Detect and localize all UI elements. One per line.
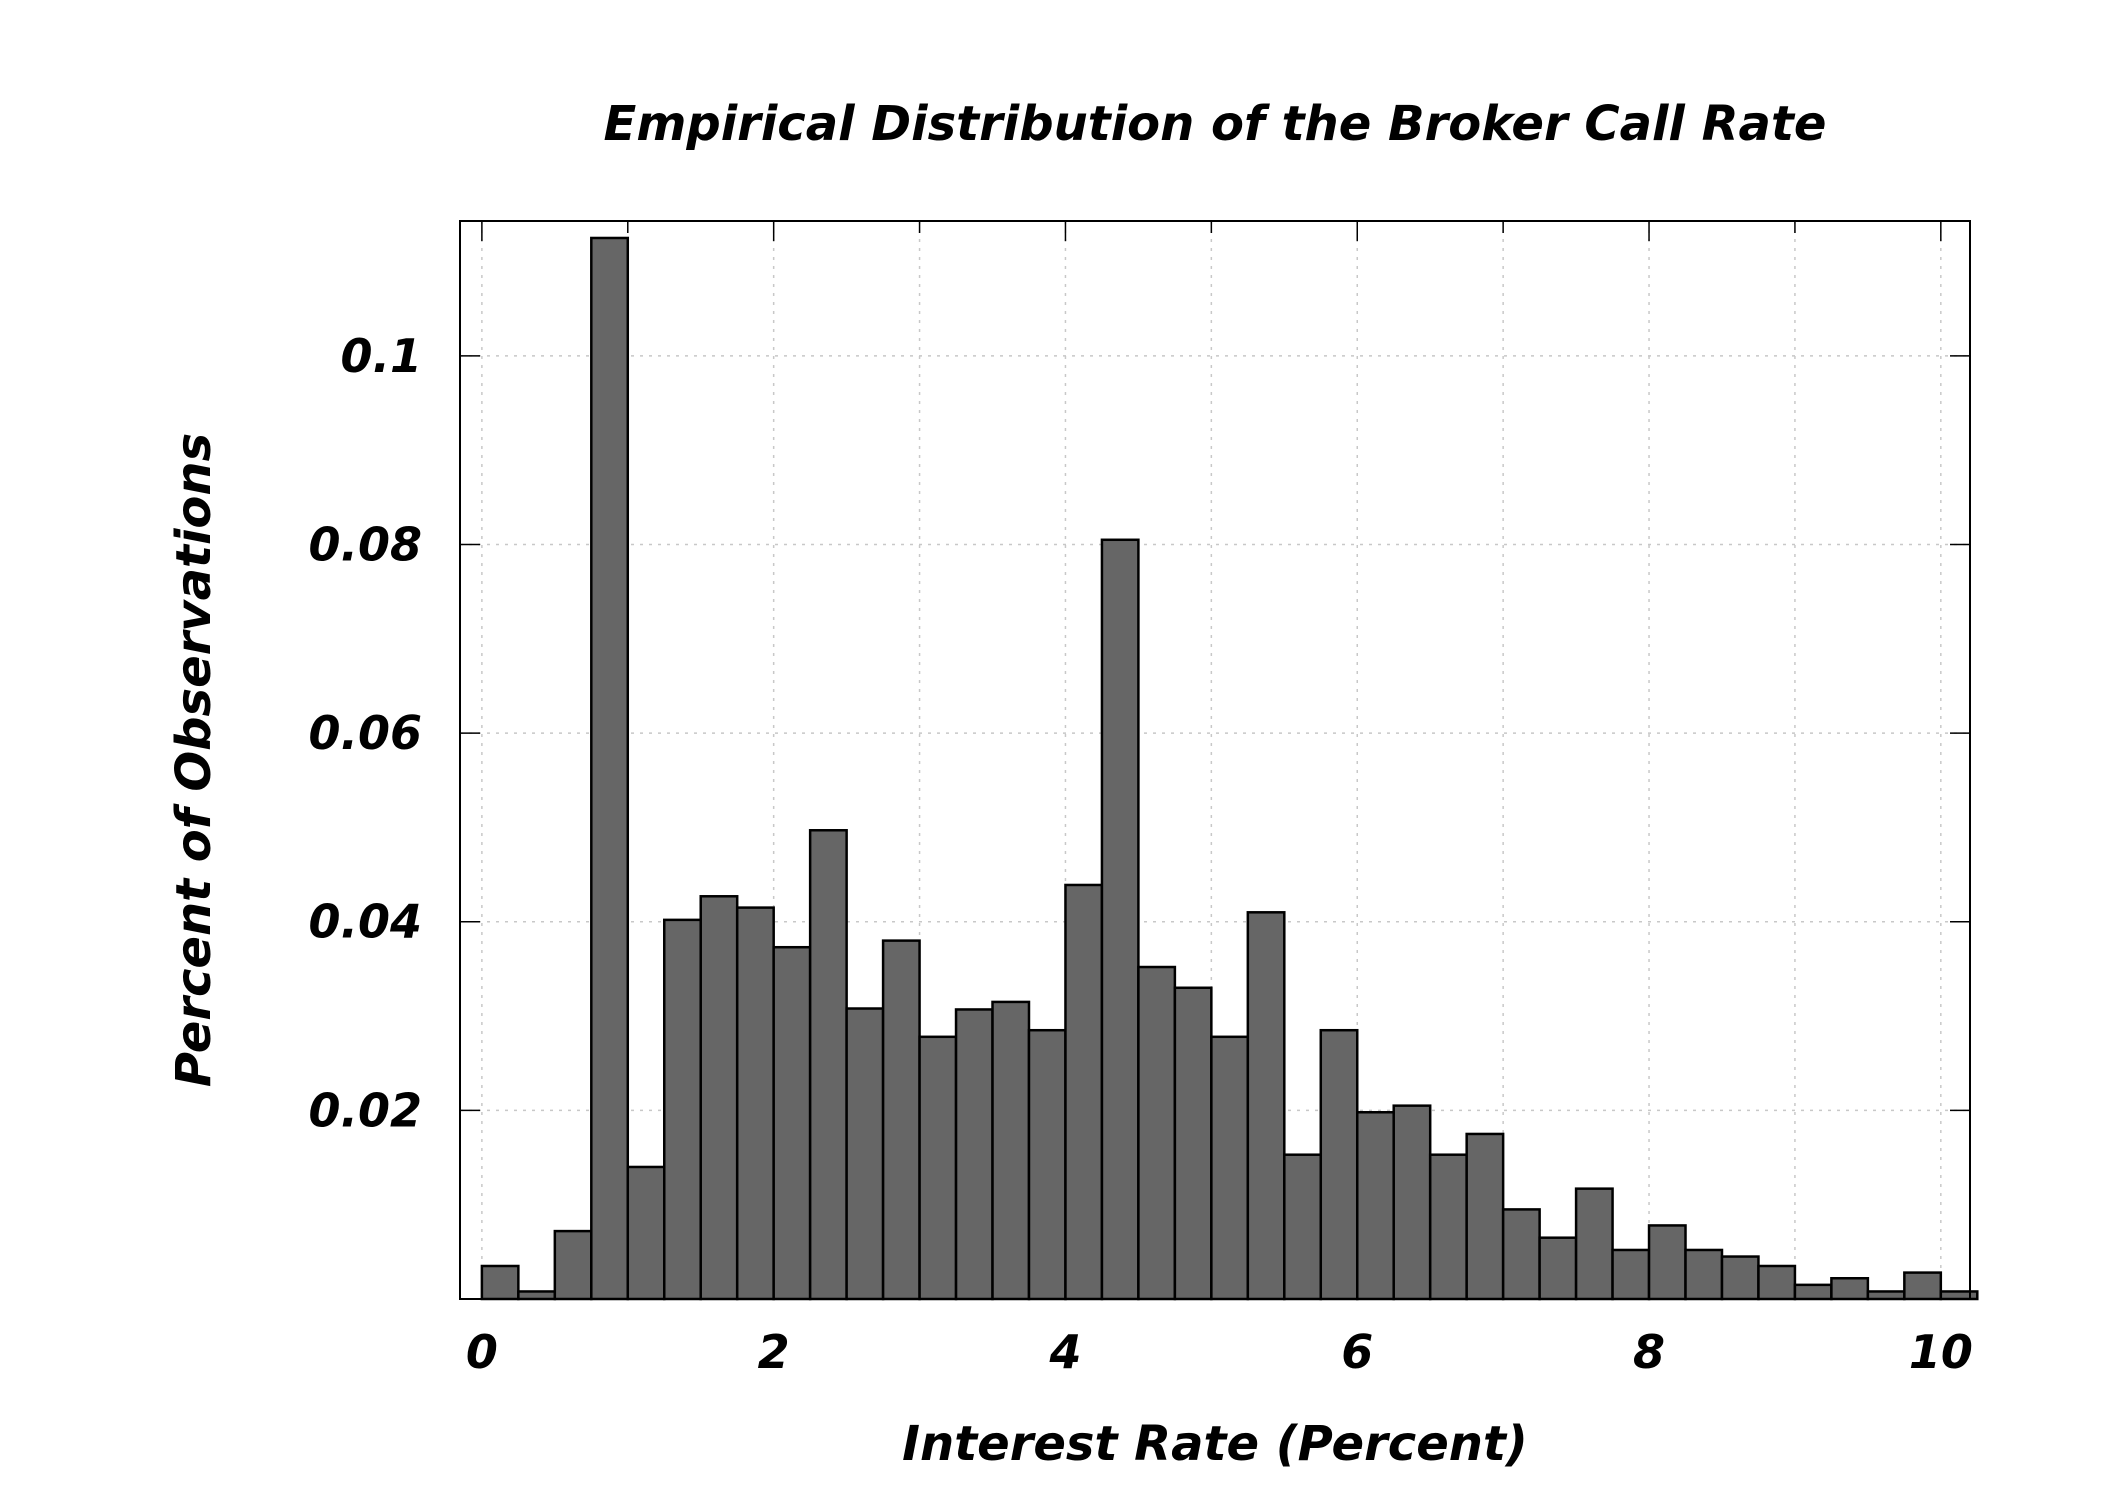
histogram-bar xyxy=(1647,1224,1687,1301)
histogram-bar xyxy=(1501,1208,1541,1301)
y-tick-label: 0.06 xyxy=(309,706,423,760)
histogram-bar xyxy=(1100,538,1140,1301)
histogram-bar xyxy=(553,1229,593,1301)
y-tick-label: 0.08 xyxy=(309,517,423,571)
histogram-bar xyxy=(1210,1035,1250,1301)
histogram-bar xyxy=(1064,883,1104,1301)
histogram-bar xyxy=(1720,1255,1760,1301)
y-tick-labels: 0.02 0.04 0.06 0.08 0.1 xyxy=(309,329,423,1138)
histogram-bar xyxy=(626,1165,666,1301)
histogram-bar xyxy=(735,906,775,1301)
plot-frame xyxy=(459,220,1971,1300)
histogram-bar xyxy=(954,1008,994,1301)
x-tick-label: 6 xyxy=(1341,1325,1373,1379)
histogram-bar xyxy=(1392,1104,1432,1301)
y-axis-label: Percent of Observations xyxy=(166,433,222,1087)
histogram-bar xyxy=(808,829,848,1301)
histogram-bar xyxy=(1027,1028,1067,1301)
histogram-bar xyxy=(1939,1290,1979,1301)
axis-ticks xyxy=(460,221,1970,1299)
histogram-bar xyxy=(1137,965,1177,1301)
histogram-bar xyxy=(1757,1264,1797,1301)
histogram-bar xyxy=(1319,1028,1359,1301)
histogram-bar xyxy=(772,945,812,1301)
histogram-bar xyxy=(1793,1283,1833,1301)
histogram-bar xyxy=(1465,1132,1505,1301)
histogram-bar xyxy=(1246,911,1286,1301)
histogram-bar xyxy=(991,1000,1031,1301)
x-tick-label: 8 xyxy=(1633,1325,1665,1379)
histogram-bar xyxy=(1830,1277,1870,1301)
histogram-bar xyxy=(1355,1111,1395,1301)
histogram-bar xyxy=(590,236,630,1301)
histogram-bar xyxy=(1574,1187,1614,1301)
histogram-bar xyxy=(517,1290,557,1301)
histogram-bar xyxy=(1903,1271,1943,1301)
x-tick-labels: 0 2 4 6 8 10 xyxy=(466,1325,1973,1379)
histogram-bar xyxy=(845,1007,885,1301)
y-tick-label: 0.04 xyxy=(309,895,423,949)
histogram-bar xyxy=(1684,1248,1724,1301)
histogram-bar xyxy=(663,918,702,1301)
histogram-bar xyxy=(1866,1290,1906,1301)
histogram-bar xyxy=(1428,1153,1468,1301)
histogram-bar xyxy=(1538,1236,1578,1301)
histogram-bars xyxy=(480,236,1979,1301)
histogram-bar xyxy=(1173,986,1213,1301)
histogram-bar xyxy=(699,895,739,1301)
x-axis-label: Interest Rate (Percent) xyxy=(902,1416,1528,1472)
histogram-bar xyxy=(881,939,921,1301)
x-tick-label: 10 xyxy=(1909,1325,1973,1379)
y-tick-label: 0.1 xyxy=(341,329,423,383)
histogram-bar xyxy=(1283,1153,1323,1301)
histogram-bar xyxy=(1611,1248,1651,1301)
histogram-bar xyxy=(918,1035,958,1301)
chart-title: Empirical Distribution of the Broker Cal… xyxy=(604,96,1827,152)
histogram-bar xyxy=(480,1264,520,1301)
x-tick-label: 0 xyxy=(466,1325,498,1379)
x-tick-label: 4 xyxy=(1048,1325,1081,1379)
y-tick-label: 0.02 xyxy=(309,1083,423,1137)
x-tick-label: 2 xyxy=(758,1325,790,1379)
